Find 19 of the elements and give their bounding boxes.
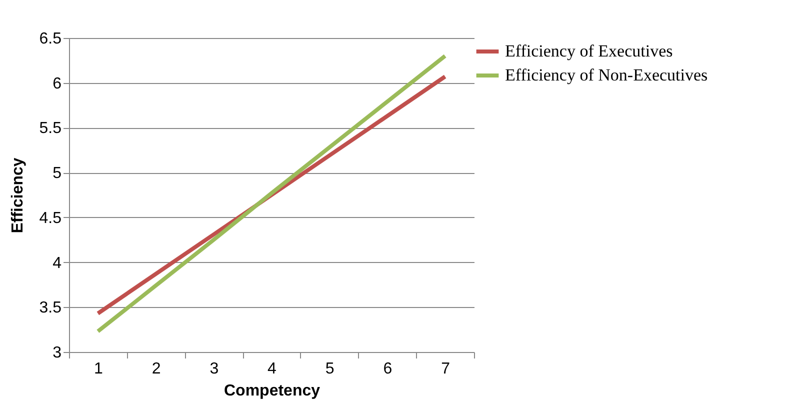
- x-tick-label: 2: [152, 360, 161, 378]
- y-tick-label: 6.5: [39, 30, 62, 48]
- y-tick-label: 6: [52, 75, 62, 92]
- legend-label: Efficiency of Executives: [505, 42, 673, 60]
- x-tick-label: 6: [383, 360, 392, 378]
- y-tick-label: 3.5: [39, 300, 62, 317]
- x-tick-label: 7: [441, 360, 450, 378]
- y-axis-title: Efficiency: [9, 158, 26, 234]
- y-tick-label: 5.5: [39, 120, 62, 138]
- x-tick-label: 4: [268, 360, 277, 378]
- legend-label: Efficiency of Non-Executives: [505, 66, 708, 84]
- y-tick-label: 5: [52, 165, 62, 182]
- y-tick-label: 4: [52, 254, 62, 272]
- x-tick-label: 5: [325, 360, 334, 378]
- x-tick-label: 1: [94, 360, 103, 378]
- y-tick-label: 4.5: [39, 210, 62, 227]
- x-tick-label: 3: [210, 360, 219, 378]
- x-axis-title: Competency: [224, 382, 320, 400]
- y-tick-label: 3: [52, 344, 62, 362]
